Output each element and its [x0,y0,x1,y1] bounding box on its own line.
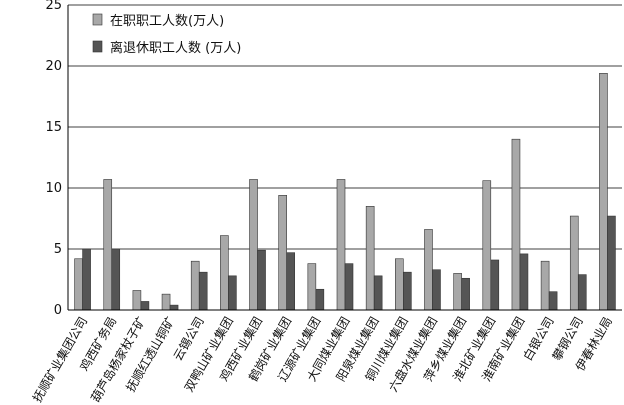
y-tick-labels: 0 5 10 15 20 25 [45,0,62,318]
bar-series-2 [403,271,412,311]
bar-series-1 [132,290,142,311]
bar-series-1 [569,215,579,311]
bar-series-2 [519,253,529,311]
x-tick-labels: 抚顺矿业集团公司鸡西矿务局葫芦岛杨家杖子矿抚顺红透山铜矿云锡公司双鸭山矿业集团鸡… [29,314,615,405]
bar-series-1 [190,260,200,311]
bar-series-2 [111,248,121,311]
bar-series-2 [490,259,500,311]
y-tick-label: 15 [45,120,62,135]
bars [74,73,616,311]
bar-series-1 [599,73,608,311]
bar-series-2 [344,263,354,311]
bar-series-2 [607,215,616,311]
bar-series-2 [461,277,470,311]
bar-series-1 [511,138,521,311]
y-tick-label: 10 [45,181,62,196]
bar-series-2 [169,304,179,311]
bar-series-2 [286,252,295,311]
legend-label-series-2: 离退休职工人数 (万人) [110,40,241,56]
legend-label-series-1: 在职职工人数(万人) [110,14,224,29]
bar-series-1 [307,263,317,311]
bar-series-1 [74,258,83,311]
bar-series-1 [220,235,229,311]
bar-series-1 [424,229,433,311]
bar-series-2 [432,269,441,311]
legend-swatch-series-1 [92,13,103,26]
bar-series-1 [453,273,462,311]
bar-series-2 [198,271,208,311]
bar-series-1 [540,260,550,311]
bar-series-2 [548,291,558,311]
bar-series-1 [482,180,492,311]
y-tick-label: 5 [54,242,62,257]
bar-series-1 [336,179,346,311]
bar-series-1 [103,179,113,311]
bar-series-1 [395,258,404,311]
bar-series-2 [577,274,587,311]
gridlines [68,4,622,250]
y-tick-label: 20 [45,59,62,74]
bar-series-2 [140,301,150,311]
bar-series-1 [161,293,171,311]
bar-series-2 [257,249,266,311]
legend: 在职职工人数(万人) 离退休职工人数 (万人) [92,13,241,56]
y-tick-label: 25 [45,0,62,13]
bar-series-1 [249,179,258,311]
bar-series-1 [365,206,375,311]
bar-series-2 [315,288,325,311]
y-tick-label: 0 [54,303,62,318]
axes [67,5,622,311]
bar-series-2 [373,275,383,311]
bar-series-1 [278,195,287,311]
legend-swatch-series-2 [92,40,103,53]
bar-series-2 [228,275,237,311]
bar-series-2 [82,248,91,311]
